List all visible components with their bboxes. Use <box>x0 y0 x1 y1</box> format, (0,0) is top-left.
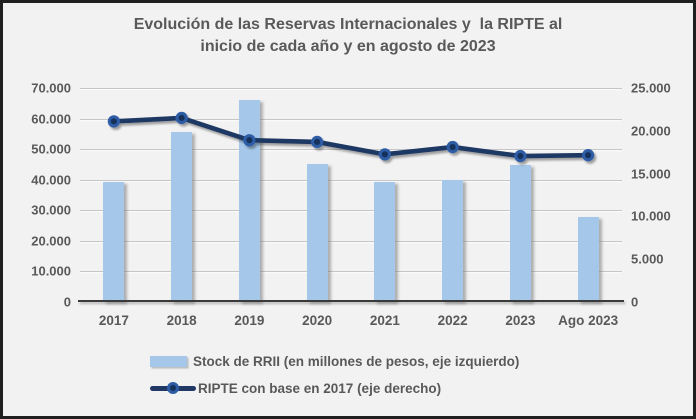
x-axis-label-2019: 2019 <box>234 313 265 328</box>
y-axis-left-tick-label: 60.000 <box>31 111 71 127</box>
y-axis-left-tick-label: 10.000 <box>31 263 71 279</box>
chart-title: Evolución de las Reservas Internacionale… <box>133 16 563 56</box>
y-axis-right-tick-label: 20.000 <box>631 123 671 139</box>
y-axis-right-tick-label: 10.000 <box>631 208 671 224</box>
y-axis-right-tick-label: 25.000 <box>631 80 671 96</box>
bar-2021 <box>374 181 396 302</box>
gridline <box>80 118 622 120</box>
data-point-2023 <box>514 149 527 163</box>
y-axis-right-tick-label: 5.000 <box>631 251 664 267</box>
legend: Stock de RRII (en millones de pesos, eje… <box>150 351 519 405</box>
x-axis-line <box>78 300 624 303</box>
data-point-2022 <box>446 140 459 154</box>
data-point-Ago 2023 <box>581 149 595 162</box>
data-point-2021 <box>378 148 392 161</box>
gridline <box>80 149 622 151</box>
gridline <box>80 271 622 273</box>
bar-2022 <box>442 180 464 302</box>
bar-Ago 2023 <box>577 217 599 302</box>
x-axis-label-2020: 2020 <box>302 313 333 328</box>
gridline <box>80 179 622 181</box>
x-axis-label-2022: 2022 <box>437 313 468 328</box>
y-axis-left-tick-label: 50.000 <box>31 141 71 157</box>
line-series-marker-icon <box>150 382 196 395</box>
legend-line-label: RIPTE con base en 2017 (eje derecho) <box>198 380 442 396</box>
x-axis-label-2021: 2021 <box>369 313 400 328</box>
bar-series-swatch-icon <box>150 355 187 367</box>
legend-bar-label: Stock de RRII (en millones de pesos, eje… <box>193 353 520 369</box>
legend-item-bars: Stock de RRII (en millones de pesos, eje… <box>150 351 519 371</box>
y-axis-right-tick-label: 0 <box>631 294 639 310</box>
y-axis-left-tick-label: 40.000 <box>31 172 71 188</box>
gridline <box>80 88 622 89</box>
y-axis-left-tick-label: 0 <box>63 294 71 310</box>
data-point-2020 <box>310 135 324 149</box>
bar-2023 <box>509 165 531 302</box>
ripte-line-series <box>107 111 595 163</box>
bar-2018 <box>171 131 193 302</box>
x-axis-label-2017: 2017 <box>98 313 129 328</box>
bar-2019 <box>238 100 260 302</box>
x-axis-label-2023: 2023 <box>505 313 536 328</box>
y-axis-left-tick-label: 20.000 <box>31 233 71 249</box>
bar-2017 <box>103 181 125 302</box>
legend-item-line: RIPTE con base en 2017 (eje derecho) <box>150 378 519 398</box>
y-axis-left-tick-label: 30.000 <box>31 202 71 218</box>
plot-area <box>80 88 622 302</box>
bar-2020 <box>306 164 328 302</box>
gridline <box>80 240 622 242</box>
x-axis-label-2018: 2018 <box>166 313 197 328</box>
y-axis-left-tick-label: 70.000 <box>31 80 71 96</box>
x-axis-label-Ago 2023: Ago 2023 <box>558 313 619 328</box>
y-axis-right-tick-label: 15.000 <box>631 166 671 182</box>
gridline <box>80 210 622 212</box>
